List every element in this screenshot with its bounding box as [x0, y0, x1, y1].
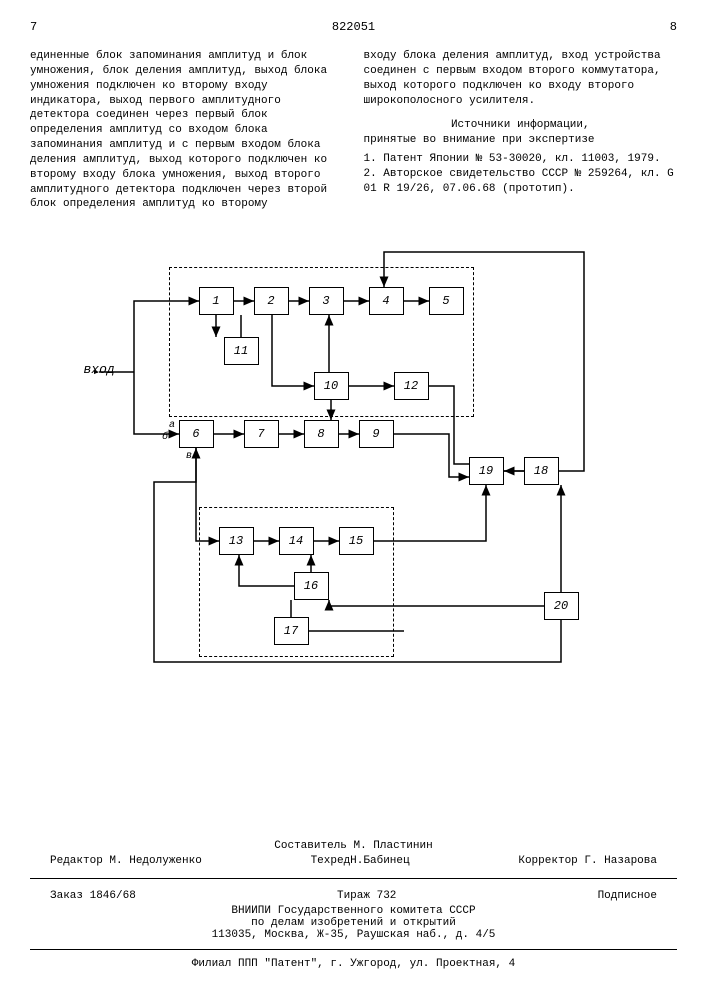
block-11: 11	[224, 337, 259, 365]
block-17: 17	[274, 617, 309, 645]
page-number-left: 7	[30, 20, 37, 34]
block-18: 18	[524, 457, 559, 485]
reference-1: 1. Патент Японии № 53-30020, кл. 11003, …	[364, 152, 678, 167]
left-paragraph: единенные блок запоминания амплитуд и бл…	[30, 49, 344, 212]
block-13: 13	[219, 527, 254, 555]
reference-2: 2. Авторское свидетельство СССР № 259264…	[364, 167, 678, 197]
block-3: 3	[309, 287, 344, 315]
block-diagram: вход	[94, 232, 614, 672]
credits-row: Редактор М. Недолуженко ТехредН.Бабинец …	[30, 852, 677, 870]
block-16: 16	[294, 572, 329, 600]
block-9: 9	[359, 420, 394, 448]
block-6: 6	[179, 420, 214, 448]
block-15: 15	[339, 527, 374, 555]
block-8: 8	[304, 420, 339, 448]
svg-text:а: а	[169, 420, 175, 431]
address-line: 113035, Москва, Ж-35, Раушская наб., д. …	[30, 929, 677, 941]
compiler-line: Составитель М. Пластинин	[30, 840, 677, 852]
subscription: Подписное	[598, 890, 657, 902]
separator-1	[30, 878, 677, 879]
tirage: Тираж 732	[337, 890, 396, 902]
block-19: 19	[469, 457, 504, 485]
order-number: Заказ 1846/68	[50, 890, 136, 902]
tech-credit: ТехредН.Бабинец	[311, 855, 410, 867]
page-number-right: 8	[670, 20, 677, 34]
editor-credit: Редактор М. Недолуженко	[50, 855, 202, 867]
left-column: единенные блок запоминания амплитуд и бл…	[30, 49, 344, 212]
right-column: входу блока деления амплитуд, вход устро…	[364, 49, 678, 212]
corrector-credit: Корректор Г. Назарова	[518, 855, 657, 867]
block-1: 1	[199, 287, 234, 315]
order-row: Заказ 1846/68 Тираж 732 Подписное	[30, 887, 677, 905]
svg-text:б: б	[162, 430, 169, 443]
footer: Составитель М. Пластинин Редактор М. Нед…	[30, 840, 677, 970]
block-5: 5	[429, 287, 464, 315]
org-line-2: по делам изобретений и открытий	[30, 917, 677, 929]
input-label: вход	[84, 362, 115, 377]
document-number: 822051	[332, 20, 375, 34]
block-7: 7	[244, 420, 279, 448]
sources-sub: принятые во внимание при экспертизе	[364, 133, 678, 148]
page-header: 7 822051 8	[30, 20, 677, 34]
block-4: 4	[369, 287, 404, 315]
sources-title: Источники информации,	[364, 118, 678, 133]
block-2: 2	[254, 287, 289, 315]
branch-line: Филиал ППП "Патент", г. Ужгород, ул. Про…	[30, 958, 677, 970]
org-line-1: ВНИИПИ Государственного комитета СССР	[30, 905, 677, 917]
block-12: 12	[394, 372, 429, 400]
block-20: 20	[544, 592, 579, 620]
right-para1: входу блока деления амплитуд, вход устро…	[364, 49, 678, 108]
separator-2	[30, 949, 677, 950]
block-10: 10	[314, 372, 349, 400]
svg-text:в: в	[186, 451, 192, 462]
text-columns: единенные блок запоминания амплитуд и бл…	[30, 49, 677, 212]
block-14: 14	[279, 527, 314, 555]
